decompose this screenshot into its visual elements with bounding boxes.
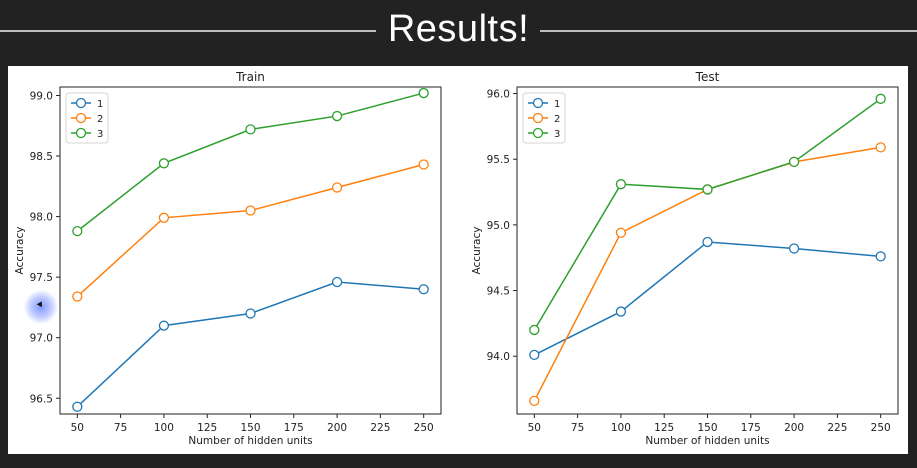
x-tick-label: 100 <box>611 422 631 434</box>
series-2-line <box>76 163 424 298</box>
series-3-point <box>418 87 429 99</box>
series-1-point <box>158 320 170 331</box>
series-3-point <box>72 225 83 237</box>
x-tick-label: 250 <box>871 422 891 434</box>
x-tick-label: 225 <box>827 422 847 434</box>
series-1-point <box>245 308 256 319</box>
series-3-point <box>245 124 256 135</box>
legend-marker <box>532 97 544 109</box>
figure-panel: Train 50 75 100 125 150 175 200 225 250 96.5 97.0 97… <box>8 66 908 454</box>
series-2-point <box>418 159 429 170</box>
series-1-line <box>76 281 424 408</box>
series-1-point <box>788 243 800 254</box>
series-3-point <box>529 324 540 336</box>
series-3-point <box>702 184 713 195</box>
x-tick-label: 175 <box>284 422 304 434</box>
x-tick-label: 225 <box>370 422 390 434</box>
chart-test <box>513 86 899 418</box>
title-rule-left <box>0 30 376 32</box>
legend-label: 1 <box>554 99 560 110</box>
series-2-point <box>529 395 540 407</box>
x-axis-label: Number of hidden units <box>188 435 312 447</box>
series-1-point <box>615 306 627 317</box>
series-2-point <box>245 205 256 216</box>
x-tick-label: 250 <box>414 422 434 434</box>
y-tick-label: 96.5 <box>30 393 53 405</box>
y-tick-label: 94.5 <box>487 286 510 298</box>
series-3-point <box>875 93 886 104</box>
y-tick-label: 97.0 <box>30 333 53 345</box>
series-1-point <box>331 276 343 288</box>
x-tick-label: 50 <box>71 422 84 434</box>
y-tick-label: 99.0 <box>30 90 53 102</box>
legend-label: 3 <box>97 129 103 140</box>
series-2-point <box>331 182 343 193</box>
series-1-point <box>529 349 540 361</box>
x-tick-label: 150 <box>697 422 717 434</box>
y-tick-label: 98.0 <box>30 212 53 224</box>
series-3-point <box>615 179 627 190</box>
y-tick-label: 97.5 <box>30 272 53 284</box>
series-1-point <box>875 251 886 262</box>
series-1-point <box>72 401 83 412</box>
series-2-point <box>158 212 170 223</box>
y-tick-label: 98.5 <box>30 151 53 163</box>
x-tick-label: 200 <box>784 422 804 434</box>
x-tick-label: 125 <box>197 422 217 434</box>
slide-title: Results! <box>387 8 530 50</box>
plot-frame <box>516 86 899 415</box>
series-2-point <box>72 291 83 302</box>
legend-marker <box>75 112 87 124</box>
y-axis-label: Accuracy <box>471 227 483 275</box>
legend-marker <box>75 97 87 109</box>
series-1-point <box>418 284 429 295</box>
x-axis-label: Number of hidden units <box>645 435 769 447</box>
cursor-highlight <box>24 290 58 324</box>
series-3-point <box>158 158 170 169</box>
chart-title: Train <box>235 70 265 84</box>
legend-label: 2 <box>97 114 103 125</box>
legend-marker <box>532 112 544 124</box>
title-rule-right <box>540 30 917 32</box>
legend-label: 2 <box>554 114 560 125</box>
x-tick-label: 175 <box>741 422 761 434</box>
y-tick-label: 95.0 <box>487 220 510 232</box>
chart-train <box>56 86 442 418</box>
legend-marker <box>532 127 544 139</box>
x-tick-label: 75 <box>571 422 584 434</box>
x-tick-label: 150 <box>240 422 260 434</box>
plot-frame <box>59 86 442 415</box>
legend-marker <box>75 127 87 139</box>
series-2-point <box>875 142 886 153</box>
chart-title: Test <box>695 70 720 84</box>
legend-label: 3 <box>554 129 560 140</box>
series-3-line <box>533 98 882 331</box>
x-tick-label: 75 <box>114 422 127 434</box>
y-axis-label: Accuracy <box>14 227 26 275</box>
x-tick-label: 125 <box>654 422 674 434</box>
series-3-point <box>788 156 800 168</box>
x-tick-label: 200 <box>327 422 347 434</box>
x-tick-label: 100 <box>154 422 174 434</box>
y-tick-label: 95.5 <box>487 154 510 166</box>
series-3-point <box>331 110 343 122</box>
series-2-point <box>615 227 627 238</box>
x-tick-label: 50 <box>528 422 541 434</box>
legend-label: 1 <box>97 99 103 110</box>
y-tick-label: 94.0 <box>487 351 510 363</box>
y-tick-label: 96.0 <box>487 89 510 101</box>
series-1-point <box>702 236 713 248</box>
